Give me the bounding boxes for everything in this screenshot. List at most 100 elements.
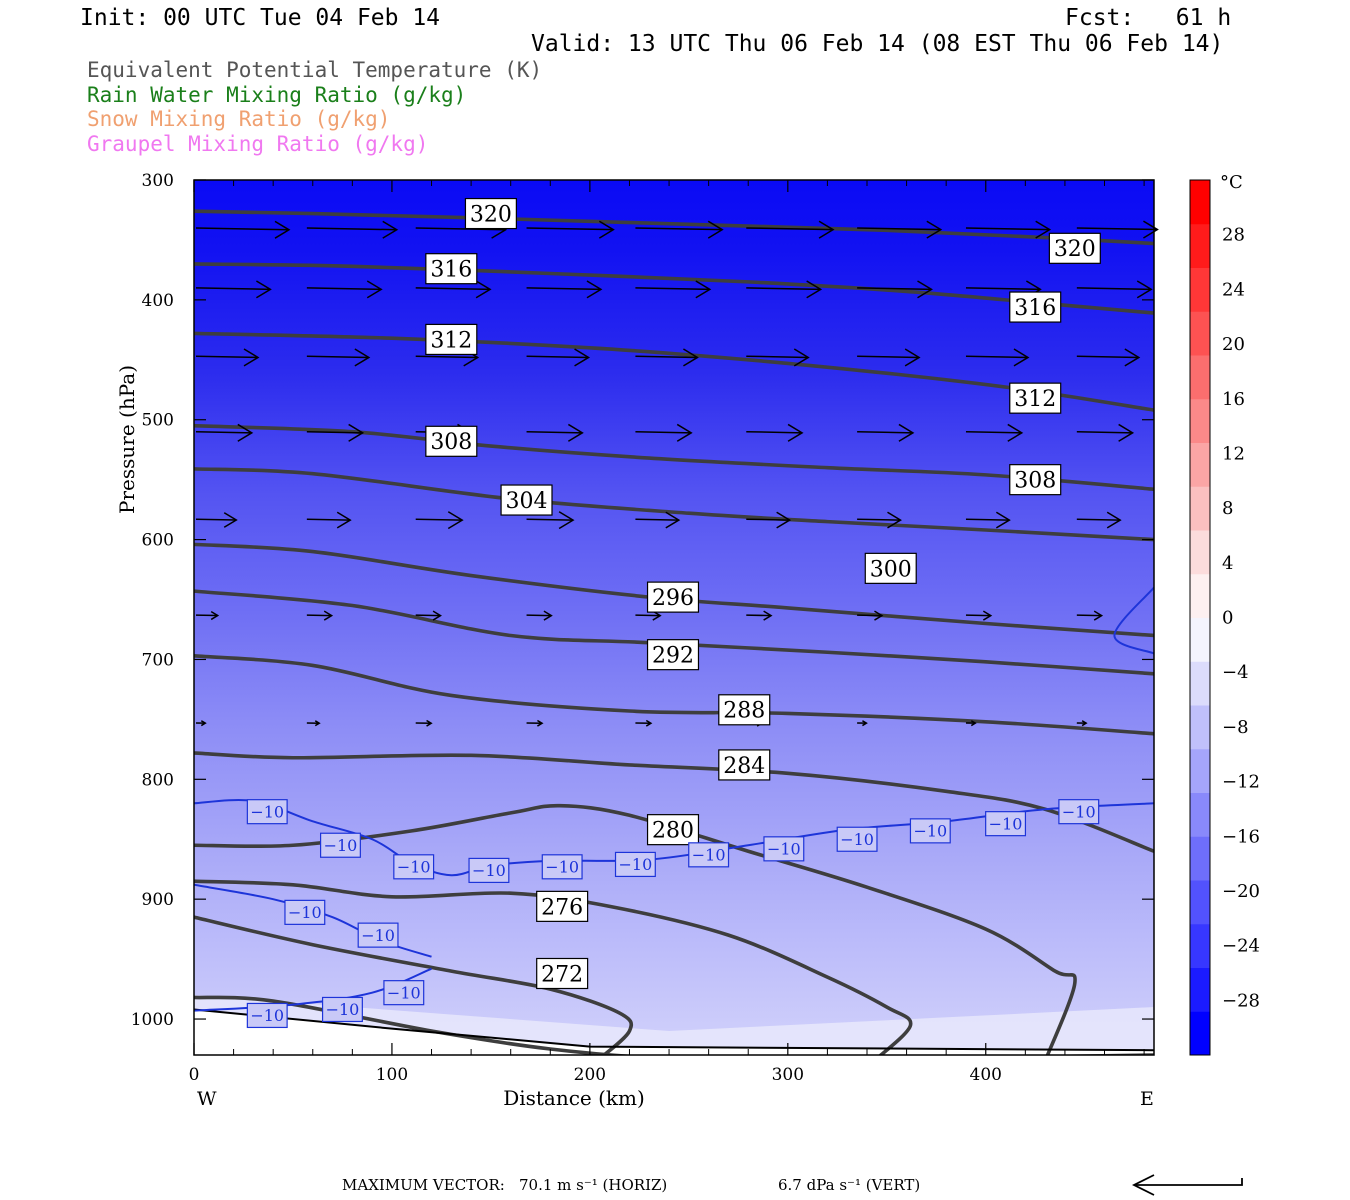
wind-vector xyxy=(1076,220,1159,239)
wind-vector xyxy=(195,220,291,239)
theta-e-contour-308 xyxy=(194,423,1154,492)
wind-vector xyxy=(1076,720,1088,727)
contour-label-text: −10 xyxy=(361,926,395,945)
x-tick-label: 400 xyxy=(970,1065,1002,1085)
contour-label-box xyxy=(383,980,425,1006)
wind-vector xyxy=(635,280,712,299)
wind-vector-head xyxy=(806,280,823,299)
wind-vector-head xyxy=(543,610,553,621)
contour-label-box xyxy=(646,639,700,671)
wind-vector-head xyxy=(567,423,584,442)
theta-e-label-312: 312 xyxy=(1009,382,1062,414)
wind-vector-head xyxy=(558,511,575,530)
wind-vector xyxy=(1076,610,1104,621)
contour-label-text: 320 xyxy=(1054,237,1096,262)
wind-vector-shaft xyxy=(415,518,463,521)
theta-e-label-292: 292 xyxy=(646,639,700,671)
contour-label-box xyxy=(1009,291,1062,323)
wind-vector-head xyxy=(432,610,442,621)
wind-vector-shaft xyxy=(857,287,932,291)
wind-vector-head xyxy=(586,280,603,299)
contour-label-text: 276 xyxy=(541,895,583,920)
colorbar-segment xyxy=(1190,880,1210,925)
contour-labels: 320 320 316 316 312 312 308 308 304 300 296 292 288 2… xyxy=(246,197,1101,1029)
contour-label-text: −10 xyxy=(767,840,801,859)
cross-section-chart: 3203203163163123123083083043002962922882… xyxy=(115,171,1260,1110)
x-tick-label: 300 xyxy=(772,1065,804,1085)
wind-vector-shaft xyxy=(415,287,491,291)
wind-vector-head xyxy=(366,280,383,299)
theta-e-contour-272 xyxy=(194,995,1154,1055)
wind-vector-head xyxy=(256,280,272,299)
temperature-label: −10 xyxy=(284,899,326,925)
wind-vector-head xyxy=(1124,348,1141,367)
contour-label-text: −10 xyxy=(692,846,726,865)
forecast-hour: Fcst: 61 h xyxy=(1065,5,1232,31)
contour-label-box xyxy=(985,811,1027,837)
wind-vector-shaft xyxy=(635,227,723,231)
wind-vector-shaft xyxy=(526,287,601,291)
theta-e-label-284: 284 xyxy=(718,749,771,781)
wind-vector-shaft xyxy=(1076,355,1139,359)
colorbar-label: 28 xyxy=(1222,225,1245,246)
wind-vector-shaft xyxy=(195,518,237,521)
wind-vector xyxy=(526,220,615,239)
contour-label-box xyxy=(319,832,361,858)
wind-vector-head xyxy=(537,719,544,727)
wind-vector-head xyxy=(874,610,884,621)
wind-vector-head xyxy=(665,511,681,529)
wind-vector xyxy=(746,610,773,621)
contour-label-text: −10 xyxy=(989,814,1023,833)
contour-label-text: −10 xyxy=(397,858,431,877)
axes: 300 400 500 600 700 800 900 1000 0 100 200 300 400 Di… xyxy=(115,171,1155,1110)
contour-label-text: −10 xyxy=(840,830,874,849)
colorbar-label: −20 xyxy=(1222,881,1260,902)
wind-vector-head xyxy=(237,423,254,442)
theta-e-contour-280 xyxy=(194,879,913,1055)
contour-label-box xyxy=(836,826,878,852)
theta-e-label-316: 316 xyxy=(425,253,478,285)
wind-vector-head xyxy=(598,220,615,239)
contour-label-box xyxy=(246,1002,288,1029)
contour-label-box xyxy=(321,996,363,1023)
temperature-fill-area xyxy=(194,180,1154,1055)
wind-vector xyxy=(195,423,254,442)
y-tick-label: 300 xyxy=(142,171,174,191)
theta-e-contour-304 xyxy=(194,467,1154,542)
max-vector-vert: 6.7 dPa s⁻¹ (VERT) xyxy=(778,1176,921,1194)
wind-vector xyxy=(415,280,492,299)
wind-vector-head xyxy=(793,348,810,367)
wind-vector-head xyxy=(787,423,804,442)
wind-vector-head xyxy=(995,511,1011,529)
wind-vector xyxy=(306,511,352,529)
wind-vector-head xyxy=(763,610,773,621)
wind-vector-head xyxy=(776,511,792,529)
wind-vector-shaft xyxy=(306,518,351,521)
wind-vector-head xyxy=(887,511,902,529)
legend-snow: Snow Mixing Ratio (g/kg) xyxy=(87,107,391,131)
wind-vector-head xyxy=(645,719,653,727)
contour-label-text: 284 xyxy=(723,754,765,779)
wind-vector-shaft xyxy=(306,430,363,434)
colorbar-segment xyxy=(1190,923,1210,968)
wind-vector xyxy=(526,610,553,621)
temperature-label: −10 xyxy=(614,851,656,878)
wind-vector xyxy=(746,220,835,239)
temperature-label: −10 xyxy=(246,799,288,825)
wind-vector xyxy=(526,348,591,367)
theta-e-contour-292 xyxy=(194,654,1154,736)
y-tick-label: 700 xyxy=(142,650,174,670)
wind-vector xyxy=(965,511,1011,529)
wind-vector xyxy=(195,512,238,528)
contour-label-text: 304 xyxy=(506,489,548,514)
contour-label-box xyxy=(425,425,478,457)
wind-vector-shaft xyxy=(415,355,478,359)
contour-label-box xyxy=(500,484,553,516)
wind-vector-head xyxy=(336,511,352,529)
wind-vector-head xyxy=(917,280,933,299)
contour-label-box xyxy=(1009,382,1062,414)
temperature-contour-3 xyxy=(1113,586,1154,655)
west-label: W xyxy=(197,1088,217,1110)
temperature-label: −10 xyxy=(357,922,399,948)
wind-vector xyxy=(195,348,260,367)
